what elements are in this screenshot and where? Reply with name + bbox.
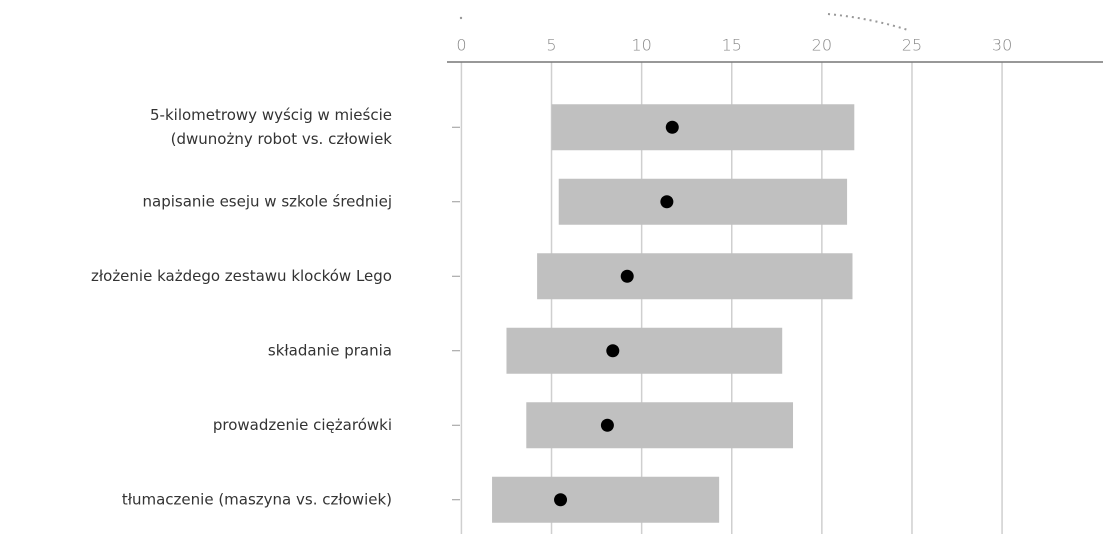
category-label: (dwunożny robot vs. człowiek: [171, 130, 393, 148]
range-bar: [551, 104, 855, 151]
dot: [660, 195, 674, 209]
category-label: 5-kilometrowy wyścig w mieście: [150, 106, 392, 124]
dot: [665, 120, 679, 134]
range-bar: [558, 178, 848, 225]
category-label: prowadzenie ciężarówki: [213, 416, 392, 434]
range-bar: [526, 402, 794, 449]
decoration: [827, 13, 909, 31]
decoration: [459, 16, 463, 20]
x-tick-label: 25: [902, 36, 922, 55]
x-tick-label: 30: [992, 36, 1012, 55]
category-label: składanie prania: [268, 341, 392, 359]
x-tick-label: 10: [631, 36, 651, 55]
category-label: tłumaczenie (maszyna vs. człowiek): [122, 490, 392, 508]
range-bar: [537, 253, 853, 300]
x-tick-label: 5: [546, 36, 556, 55]
x-tick-label: 0: [456, 36, 466, 55]
range-bar: [492, 476, 720, 523]
x-tick-label: 20: [812, 36, 832, 55]
dot: [600, 418, 614, 432]
dot: [606, 344, 620, 358]
dot: [554, 493, 568, 507]
x-tick-label: 15: [722, 36, 742, 55]
dot: [620, 269, 634, 283]
category-label: napisanie eseju w szkole średniej: [143, 192, 392, 210]
range-bar: [506, 327, 783, 374]
category-label: złożenie każdego zestawu klocków Lego: [91, 267, 392, 285]
